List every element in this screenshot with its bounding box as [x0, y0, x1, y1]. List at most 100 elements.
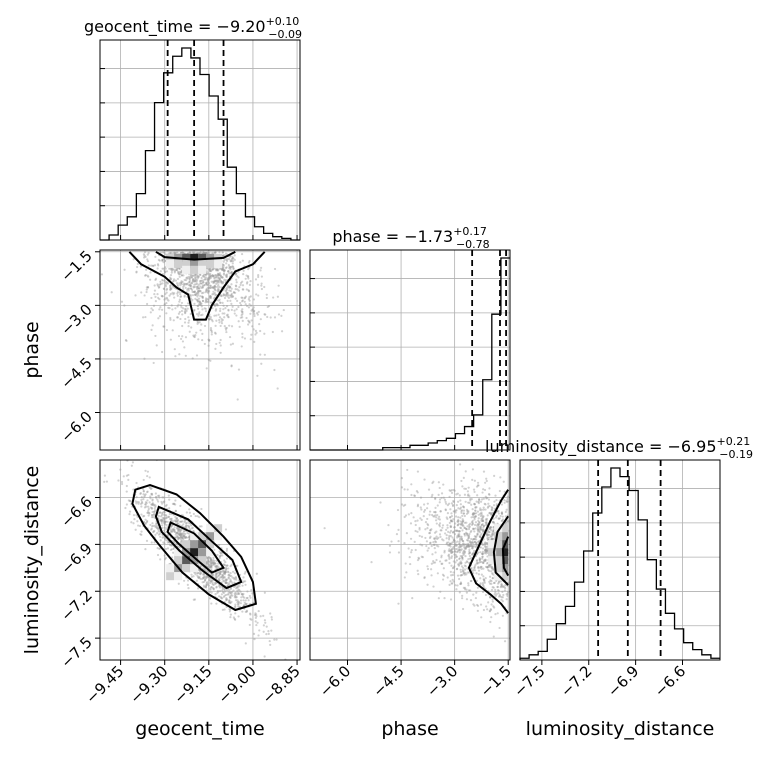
sample-point	[179, 337, 183, 341]
sample-point	[491, 537, 494, 540]
sample-point	[239, 283, 242, 286]
sample-point	[250, 319, 253, 322]
sample-point	[209, 295, 212, 298]
sample-point	[188, 330, 191, 333]
sample-point	[180, 306, 183, 309]
sample-point	[183, 295, 186, 298]
sample-point	[206, 284, 209, 287]
sample-point	[186, 579, 190, 582]
sample-point	[209, 276, 213, 279]
sample-point	[211, 268, 215, 271]
sample-point	[215, 585, 218, 588]
sample-point	[469, 498, 472, 501]
sample-point	[462, 572, 465, 575]
sample-point	[184, 311, 187, 315]
sample-point	[465, 528, 468, 531]
sample-point	[434, 514, 437, 517]
sample-point	[164, 514, 167, 517]
sample-point	[202, 279, 205, 282]
sample-point	[145, 505, 148, 508]
sample-point	[219, 338, 222, 342]
sample-point	[180, 271, 183, 274]
sample-point	[146, 490, 149, 494]
sample-point	[229, 272, 232, 275]
sample-point	[447, 549, 450, 552]
sample-point	[470, 547, 474, 550]
sample-point	[482, 559, 486, 562]
sample-point	[451, 503, 455, 507]
sample-point	[196, 282, 199, 285]
sample-point	[245, 282, 249, 285]
sample-point	[194, 276, 198, 279]
sample-point	[177, 582, 180, 585]
sample-point	[158, 547, 161, 551]
sample-point	[169, 338, 172, 341]
sample-point	[222, 571, 225, 574]
sample-point	[442, 539, 445, 542]
sample-point	[180, 533, 183, 537]
sample-point	[450, 489, 453, 492]
sample-point	[164, 520, 167, 523]
sample-point	[442, 496, 445, 499]
sample-point	[455, 543, 458, 546]
sample-point	[199, 303, 202, 306]
sample-point	[461, 505, 465, 508]
sample-point	[256, 621, 259, 624]
panel-content	[100, 460, 300, 660]
sample-point	[497, 581, 500, 584]
sample-point	[231, 295, 235, 298]
sample-point	[485, 547, 488, 550]
sample-point	[209, 317, 212, 320]
sample-point	[490, 565, 493, 568]
sample-point	[225, 598, 229, 601]
sample-point	[222, 273, 225, 276]
sample-point	[227, 257, 231, 261]
sample-point	[483, 549, 487, 553]
sample-point	[188, 287, 191, 290]
sample-point	[214, 347, 217, 350]
sample-point	[213, 287, 216, 290]
sample-point	[171, 528, 175, 531]
sample-point	[491, 576, 494, 580]
sample-point	[204, 307, 207, 310]
sample-point	[460, 562, 463, 565]
sample-point	[475, 541, 478, 545]
sample-point	[211, 251, 214, 255]
sample-point	[477, 566, 480, 570]
sample-point	[449, 531, 452, 534]
sample-point	[215, 276, 218, 279]
sample-point	[485, 479, 488, 483]
sample-point	[200, 323, 203, 326]
sample-point	[482, 578, 486, 581]
sample-point	[174, 355, 177, 358]
sample-point	[199, 290, 202, 293]
sample-point	[246, 323, 250, 326]
sample-point	[471, 519, 474, 522]
sample-point	[488, 565, 491, 568]
sample-point	[454, 511, 457, 514]
sample-point	[492, 521, 496, 524]
sample-point	[144, 503, 147, 506]
sample-point	[224, 593, 228, 597]
sample-point	[480, 567, 483, 570]
sample-point	[229, 260, 232, 263]
sample-point	[241, 280, 244, 283]
sample-point	[212, 275, 215, 278]
sample-point	[228, 573, 231, 576]
sample-point	[484, 558, 487, 561]
sample-point	[449, 580, 452, 583]
sample-point	[476, 562, 479, 565]
sample-point	[201, 296, 204, 299]
sample-point	[152, 361, 155, 365]
sample-point	[179, 532, 183, 536]
sample-point	[205, 583, 208, 587]
sample-point	[258, 323, 261, 326]
sample-point	[167, 515, 171, 518]
sample-point	[440, 496, 443, 500]
sample-point	[230, 271, 233, 274]
sample-point	[163, 523, 167, 526]
sample-point	[169, 316, 172, 320]
sample-point	[206, 300, 209, 304]
sample-point	[439, 590, 442, 593]
sample-point	[232, 616, 235, 619]
